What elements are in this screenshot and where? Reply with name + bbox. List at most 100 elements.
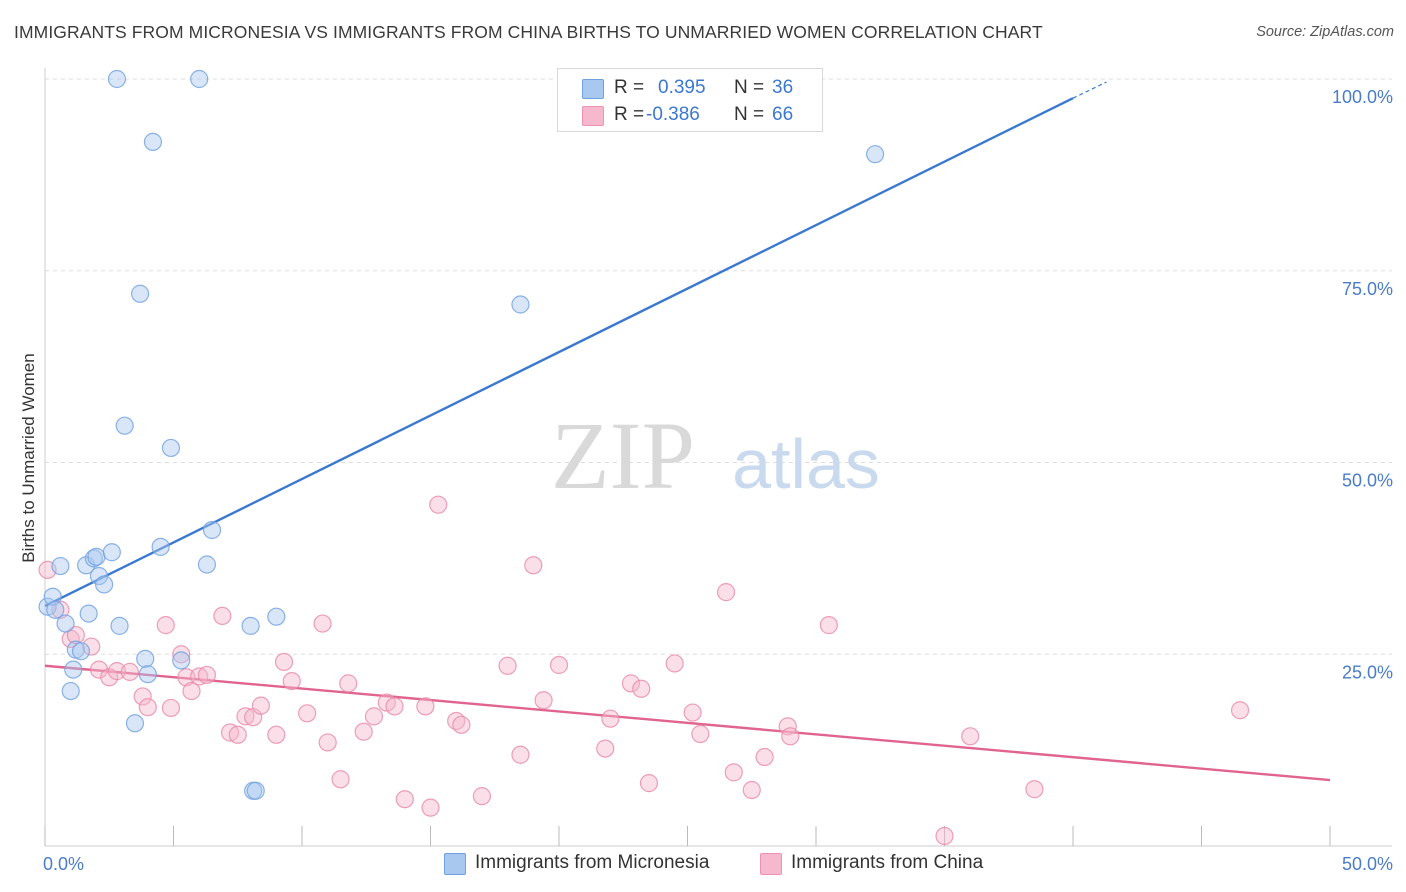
bottom-legend-swatch-micronesia: [444, 853, 466, 875]
micronesia-point: [51, 556, 70, 576]
china-point: [416, 697, 435, 716]
china-point: [596, 739, 615, 758]
micronesia-point: [87, 547, 106, 566]
x-tick-label: 50.0%: [1342, 854, 1393, 874]
china-point: [724, 763, 743, 782]
china-trend-line: [44, 664, 1331, 782]
micronesia-point: [172, 651, 191, 670]
trend-lines: [44, 81, 1331, 782]
china-point: [1230, 701, 1250, 720]
china-point: [935, 826, 954, 846]
china-point: [742, 780, 761, 800]
micronesia-point: [151, 537, 170, 556]
y-axis-label: Births to Unmarried Women: [19, 353, 38, 562]
china-point: [190, 667, 209, 686]
source-label: Source: ZipAtlas.com: [1256, 24, 1394, 40]
micronesia-point: [190, 69, 209, 89]
china-point: [632, 679, 651, 698]
legend-n-value: 36: [772, 77, 794, 98]
china-point: [385, 697, 404, 716]
china-point: [197, 665, 217, 685]
grid-lines: [45, 78, 1392, 655]
micronesia-point: [107, 69, 127, 89]
china-point: [318, 733, 337, 752]
micronesia-point: [136, 649, 155, 668]
china-point: [601, 709, 620, 728]
china-point: [66, 625, 85, 645]
bottom-legend-swatch-china: [760, 853, 782, 875]
micronesia-point: [202, 520, 222, 540]
china-point: [819, 616, 838, 635]
china-point: [511, 745, 530, 764]
micronesia-point: [143, 132, 163, 151]
micronesia-point: [267, 607, 286, 626]
x-tick-label: 0.0%: [43, 854, 84, 874]
china-point: [177, 668, 196, 687]
micronesia-point: [246, 781, 265, 800]
china-points: [38, 495, 1250, 846]
china-point: [89, 660, 109, 679]
watermark-atlas: atlas: [732, 425, 880, 503]
china-point: [691, 724, 710, 744]
chart-title: IMMIGRANTS FROM MICRONESIA VS IMMIGRANTS…: [14, 22, 1043, 42]
micronesia-point: [46, 600, 65, 619]
legend-n-label: N =: [734, 77, 765, 98]
china-point: [498, 656, 517, 675]
china-point: [961, 727, 980, 746]
china-point: [82, 637, 101, 656]
china-point: [267, 725, 286, 744]
china-point: [156, 616, 175, 635]
micronesia-point: [71, 642, 91, 661]
china-point: [639, 774, 659, 793]
micronesia-point: [161, 438, 181, 458]
china-point: [665, 654, 684, 673]
micronesia-point: [125, 714, 145, 733]
china-point: [120, 662, 139, 681]
china-point: [107, 662, 127, 681]
legend-r-value: 0.395: [658, 77, 706, 98]
china-point: [549, 655, 569, 675]
china-point: [429, 495, 448, 514]
china-point: [716, 583, 736, 602]
micronesia-points: [38, 69, 885, 800]
china-point: [331, 770, 350, 789]
micronesia-point: [102, 543, 121, 562]
legend-r-value: -0.386: [646, 104, 700, 125]
micronesia-trend-line: [44, 97, 1074, 608]
china-point: [274, 652, 294, 672]
legend-r-label: R =: [614, 104, 645, 125]
china-point: [395, 790, 414, 809]
legend-n-value: 66: [772, 104, 794, 125]
micronesia-point: [79, 604, 98, 623]
micronesia-point: [110, 616, 129, 635]
y-tick-label: 100.0%: [1332, 87, 1393, 107]
china-point: [472, 787, 491, 806]
bottom-legend-label: Immigrants from China: [791, 852, 984, 873]
legend-r-label: R =: [614, 77, 645, 98]
china-point: [1025, 780, 1044, 799]
bottom-legend-label: Immigrants from Micronesia: [475, 852, 710, 873]
legend-n-label: N =: [734, 104, 765, 125]
micronesia-point: [130, 284, 150, 303]
watermark-zip: ZIP: [551, 402, 695, 509]
micronesia-point: [511, 295, 530, 314]
china-point: [534, 691, 553, 710]
china-point: [172, 645, 191, 664]
china-point: [354, 722, 373, 741]
y-tick-label: 50.0%: [1342, 471, 1393, 491]
china-point: [339, 674, 358, 693]
y-tick-label: 75.0%: [1342, 279, 1393, 299]
china-point: [364, 707, 384, 726]
china-point: [781, 727, 800, 746]
china-point: [298, 704, 317, 723]
china-point: [213, 606, 232, 626]
micronesia-point: [95, 575, 114, 594]
china-point: [251, 696, 270, 715]
micronesia-point: [56, 614, 75, 633]
china-point: [161, 698, 181, 718]
china-point: [452, 715, 471, 734]
china-point: [282, 671, 301, 691]
china-point: [683, 703, 702, 722]
china-point: [421, 798, 440, 817]
